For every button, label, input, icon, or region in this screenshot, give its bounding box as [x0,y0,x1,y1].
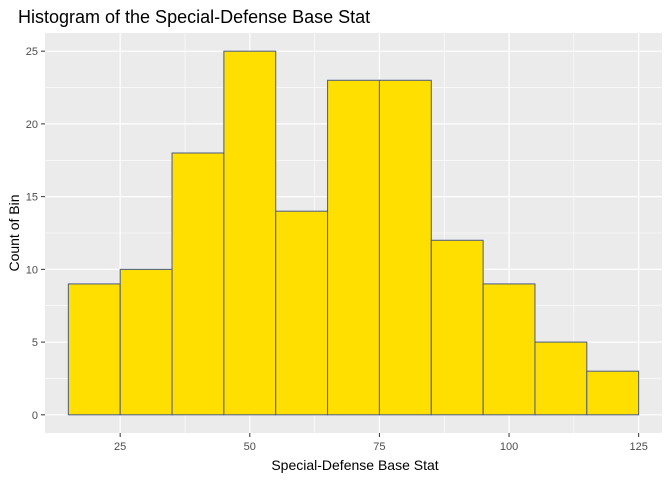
histogram-bar [119,268,173,416]
x-tick-label: 25 [114,441,126,453]
y-axis-ticks: 0 5 10 15 20 25 [26,46,45,422]
histogram-bar [275,210,329,416]
histogram-bar [378,79,432,416]
x-tick-label: 50 [244,441,256,453]
y-tick-label: 20 [26,119,38,131]
y-tick-label: 5 [32,337,38,349]
x-axis-title: Special-Defense Base Stat [271,457,438,473]
x-axis-ticks: 25 50 75 100 125 [114,433,648,453]
histogram-bar [534,341,588,416]
bars [67,50,640,416]
x-tick-label: 75 [373,441,385,453]
y-tick-label: 25 [26,46,38,58]
x-tick-label: 100 [500,441,518,453]
histogram-bar [482,283,536,416]
histogram-bar [171,152,225,416]
histogram-bar [67,283,121,416]
histogram-bar [327,79,380,416]
histogram-bar [430,239,484,416]
y-tick-label: 15 [26,192,38,204]
x-tick-label: 125 [629,441,647,453]
histogram-bar [586,370,640,416]
histogram-bar [223,50,277,416]
y-tick-label: 0 [32,410,38,422]
y-tick-label: 10 [26,264,38,276]
chart-title: Histogram of the Special-Defense Base St… [18,7,370,27]
y-axis-title: Count of Bin [6,194,22,271]
